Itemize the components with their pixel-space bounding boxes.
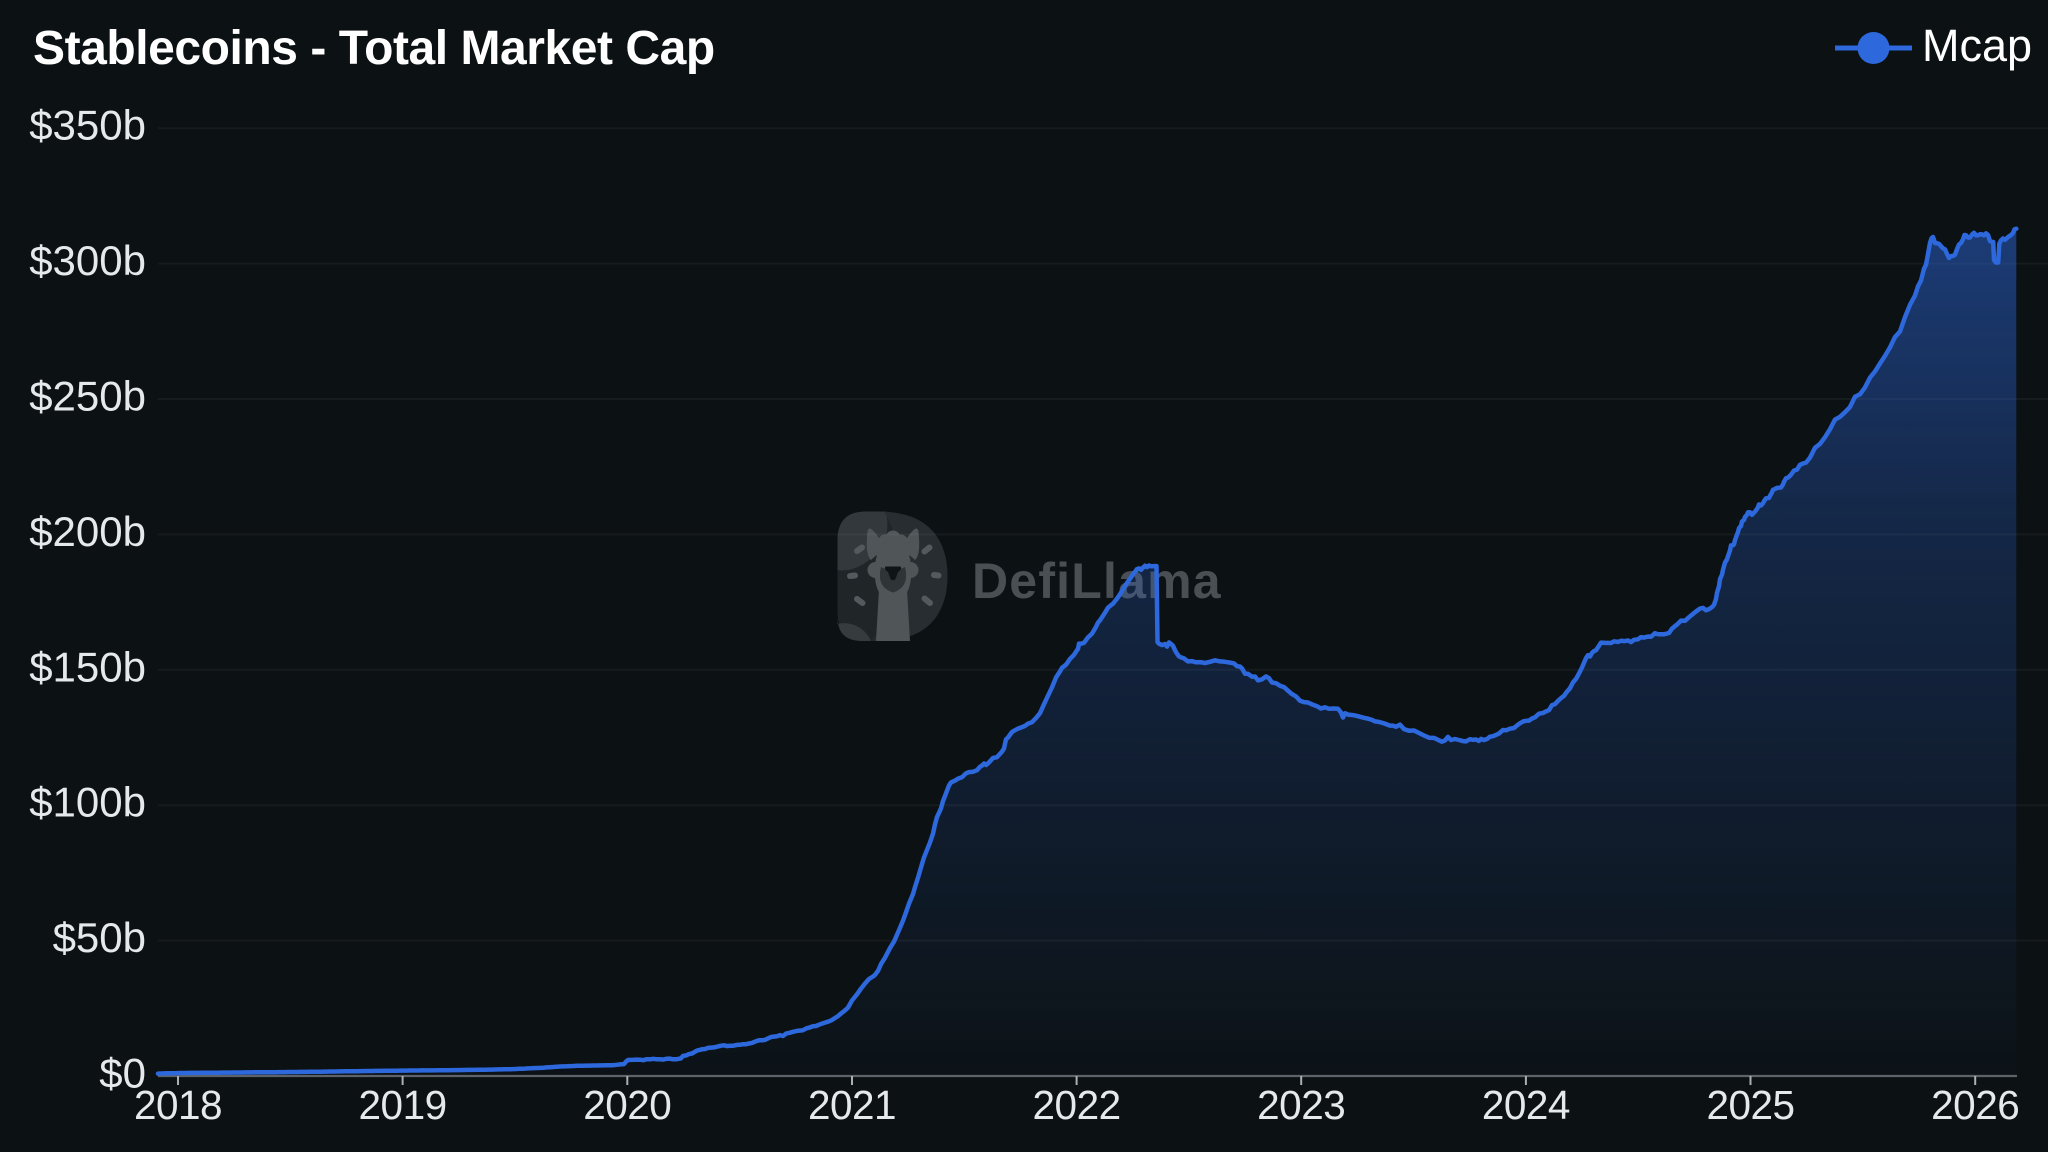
svg-text:Stablecoins - Total Market Cap: Stablecoins - Total Market Cap [33,22,715,75]
svg-text:$350b: $350b [29,102,146,149]
svg-text:2018: 2018 [134,1082,222,1128]
svg-text:$150b: $150b [29,643,146,690]
svg-text:Mcap: Mcap [1922,20,2032,71]
svg-text:2024: 2024 [1482,1082,1570,1128]
svg-text:2022: 2022 [1033,1082,1121,1128]
svg-text:$50b: $50b [53,914,146,961]
svg-text:2020: 2020 [583,1082,671,1128]
svg-text:$100b: $100b [29,779,146,826]
svg-text:$300b: $300b [29,237,146,284]
svg-text:$250b: $250b [29,373,146,420]
svg-text:2023: 2023 [1257,1082,1345,1128]
svg-text:DefiLlama: DefiLlama [972,553,1222,609]
svg-text:2026: 2026 [1931,1082,2019,1128]
svg-text:$200b: $200b [29,508,146,555]
svg-text:2021: 2021 [808,1082,896,1128]
svg-text:$0: $0 [99,1050,146,1097]
svg-text:2019: 2019 [359,1082,447,1128]
svg-text:2025: 2025 [1706,1082,1794,1128]
